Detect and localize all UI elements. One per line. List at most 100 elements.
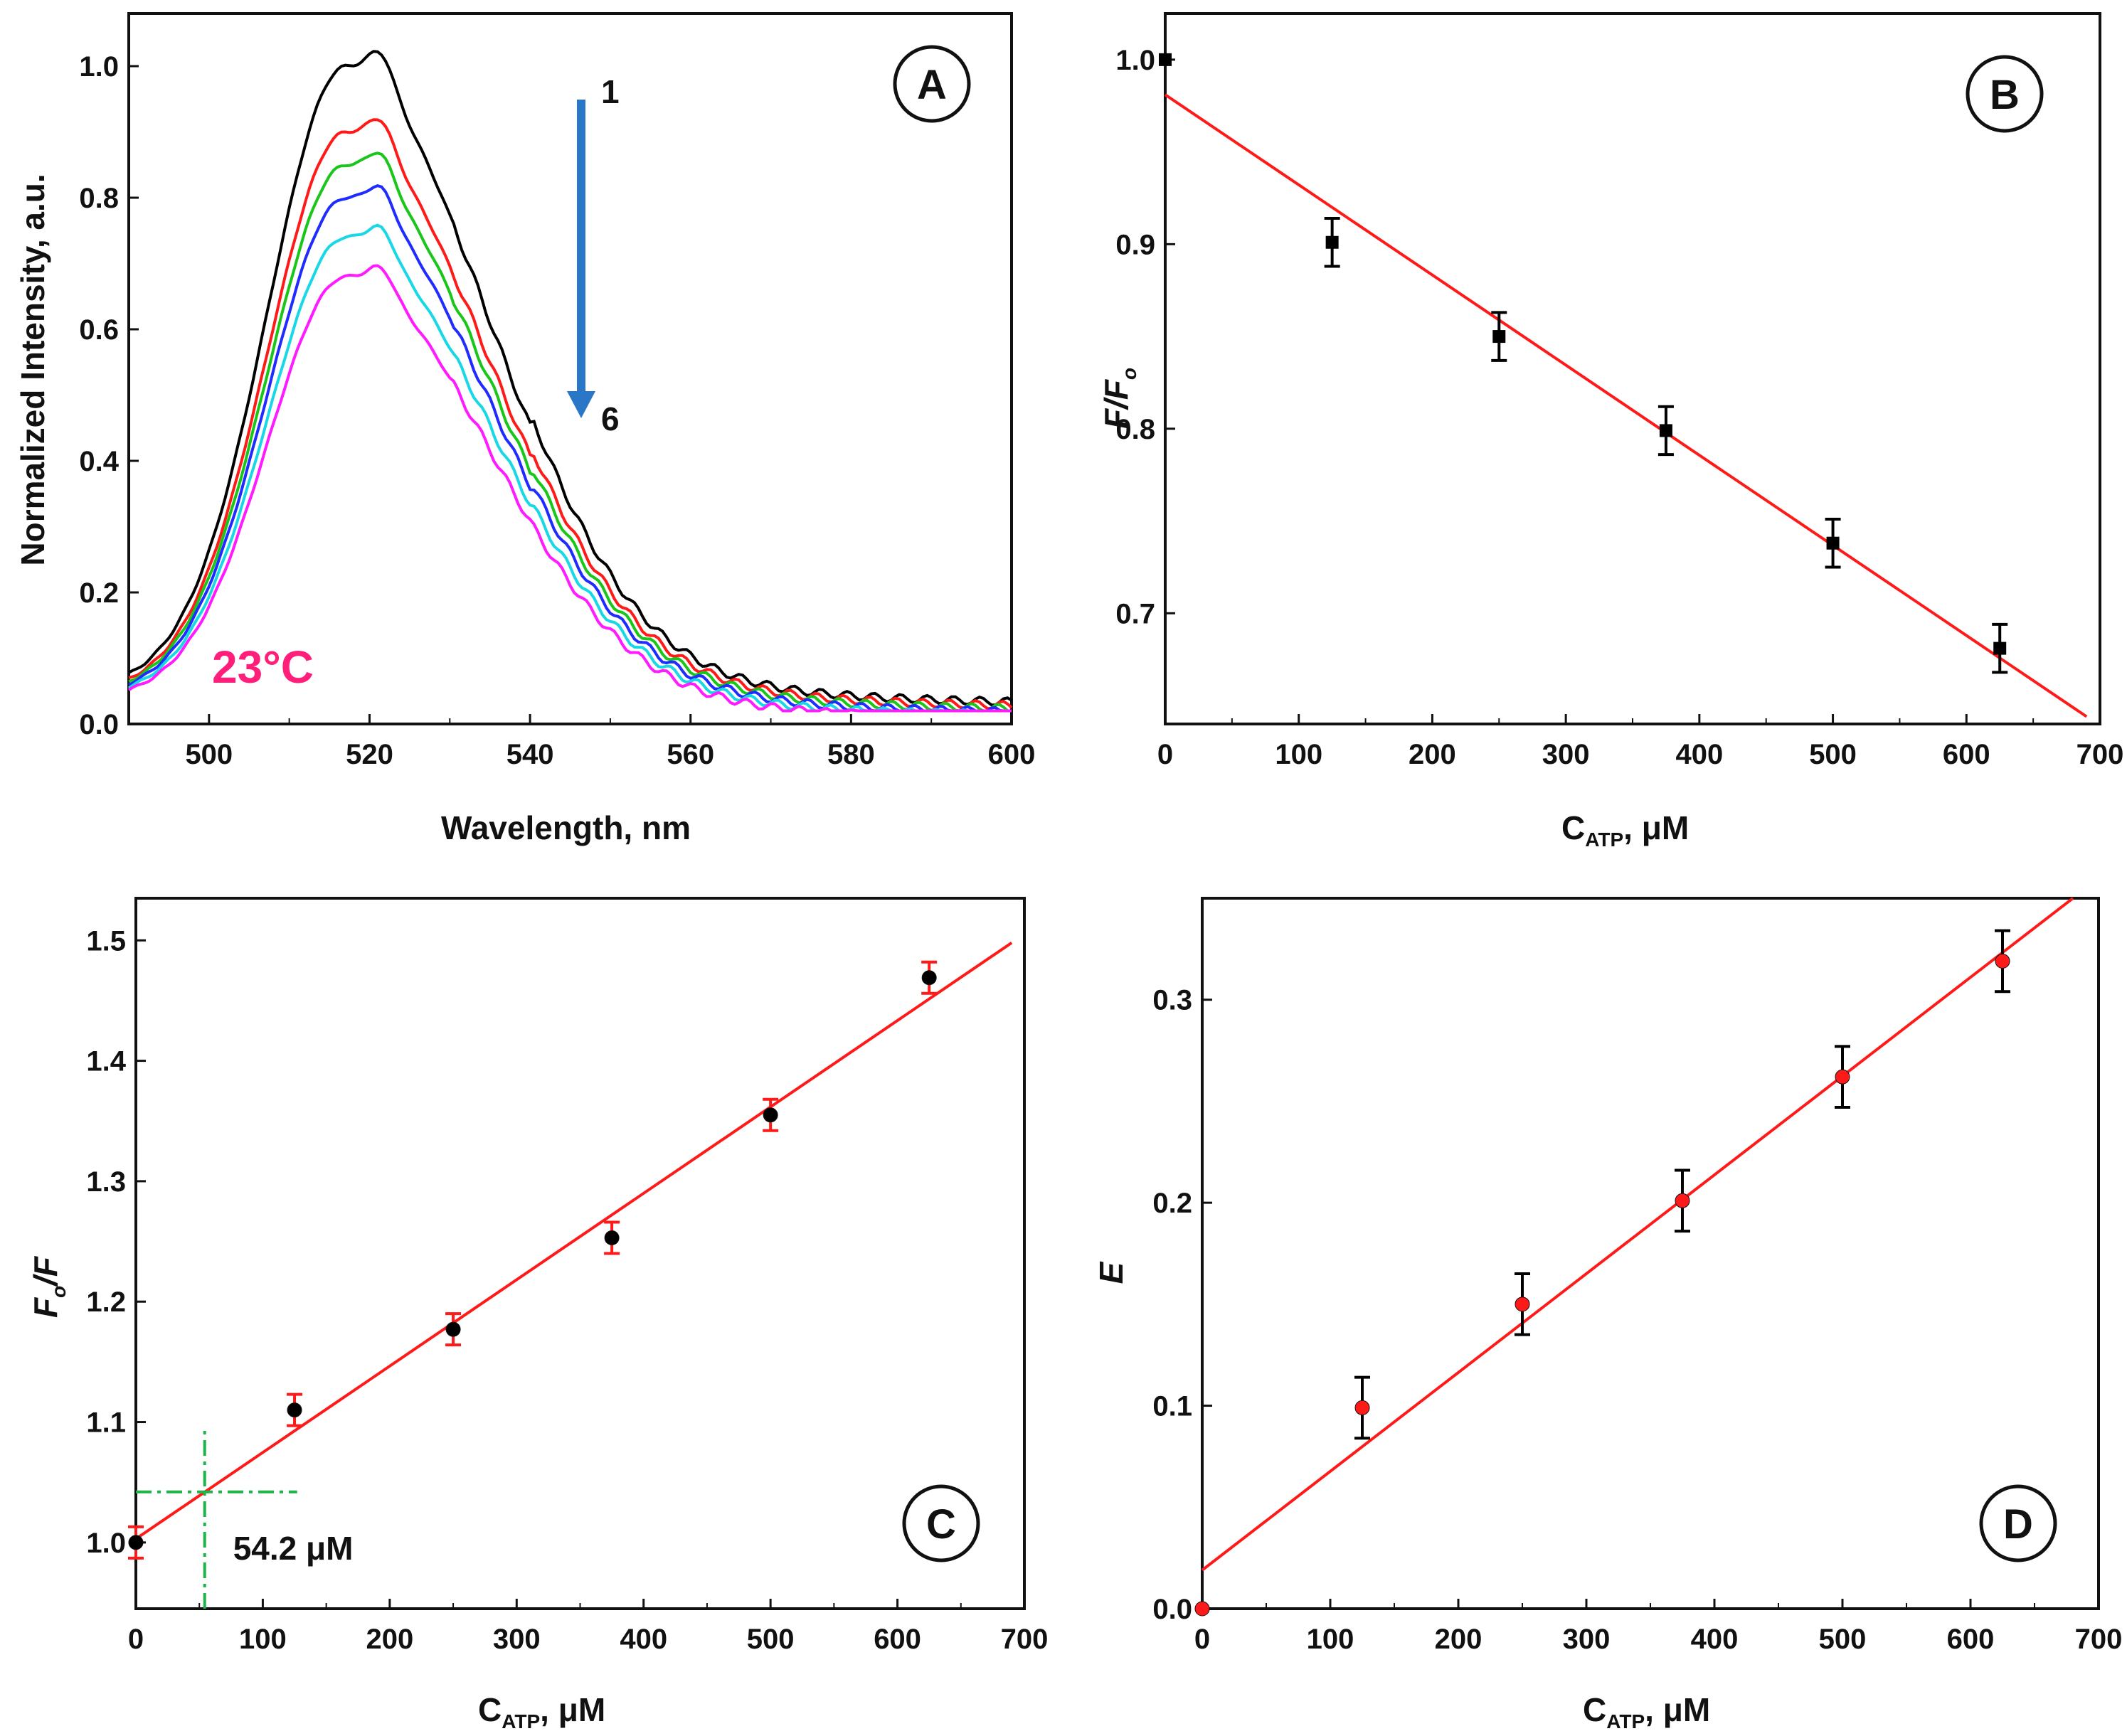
panel-c-x-tick-label: 700 [1001, 1624, 1049, 1655]
panel-a-x-tick-label: 580 [827, 739, 875, 770]
panel-a-y-tick-label: 1.0 [79, 51, 119, 82]
panel-d-x-label: CATP, μM [1583, 1691, 1710, 1732]
panel-d-y-axis: 0.0 0.1 0.2 0.3 [1152, 985, 1212, 1625]
panel-b-y-tick-label: 0.7 [1115, 598, 1155, 629]
panel-b-y-label: F/Fo [1098, 368, 1140, 429]
panel-d-y-tick-label: 0.2 [1152, 1188, 1192, 1219]
panel-c-point [604, 1230, 620, 1245]
panel-b-frame [1164, 12, 2101, 725]
panel-c-points [128, 960, 938, 1560]
panel-c-point [128, 1535, 144, 1550]
panel-a-y-tick-label: 0.2 [79, 577, 119, 609]
panel-b-x-tick-label: 600 [1943, 739, 1990, 770]
panel-c-annotation-lines [136, 1427, 297, 1609]
panel-a-badge [893, 45, 971, 123]
panel-d-point [1354, 1400, 1370, 1415]
panel-c-x-tick-label: 300 [493, 1624, 541, 1655]
panel-a-x-tick-label: 600 [988, 739, 1036, 770]
panel-a-x-tick-label: 540 [506, 739, 554, 770]
panel-b-points [1159, 53, 2008, 674]
panel-a-x-tick-label: 520 [346, 739, 393, 770]
panel-b-x-tick-label: 100 [1275, 739, 1322, 770]
panel-b-x-tick-label: 0 [1157, 739, 1173, 770]
panel-c-point [287, 1402, 302, 1418]
panel-d-x-tick-label: 300 [1563, 1624, 1611, 1655]
panel-b-point [1325, 235, 1339, 249]
panel-d-fit-line [1201, 897, 2074, 1572]
panel-a-y-tick-label: 0.4 [79, 446, 119, 477]
panel-c-x-tick-label: 100 [239, 1624, 287, 1655]
panel-b-point [1492, 330, 1506, 344]
panel-d-fit [1201, 897, 2074, 1572]
panel-d-points [1194, 929, 2010, 1617]
panel-b-x-axis: 0 100 200 300 400 500 600 700 [1157, 714, 2124, 770]
panel-a-letter: A [917, 62, 947, 108]
panel-c-y-tick-label: 1.3 [86, 1166, 126, 1198]
panel-c-point [921, 970, 937, 986]
panel-a-arrow-start-label: 1 [601, 73, 620, 110]
panel-c-x-tick-label: 200 [366, 1624, 413, 1655]
spectrum-line-4 [128, 183, 1012, 713]
panel-b-point [1659, 424, 1672, 437]
panel-d-point [1194, 1601, 1210, 1617]
panel-d-y-tick-label: 0.1 [1152, 1391, 1192, 1422]
panel-c-y-tick-label: 1.1 [86, 1407, 126, 1439]
panel-a-x-tick-label: 560 [667, 739, 714, 770]
panel-b-x-tick-label: 500 [1809, 739, 1857, 770]
panel-a-x-label: Wavelength, nm [441, 809, 691, 846]
panel-a-frame [127, 12, 1013, 725]
panel-b-point [1826, 536, 1840, 550]
panel-d-y-label: E [1093, 1261, 1130, 1284]
spectrum-line-6 [127, 264, 1012, 713]
panel-a-x-tick-label: 500 [185, 739, 233, 770]
panel-c-x-axis: 0 100 200 300 400 500 600 700 [128, 1599, 1049, 1655]
panel-a-curves [127, 50, 1013, 713]
panel-b-x-label: CATP, μM [1561, 809, 1689, 851]
panel-c-fit [134, 941, 1013, 1540]
panel-b-y-tick-label: 0.8 [1115, 414, 1155, 445]
panel-c-y-axis: 1.0 1.1 1.2 1.3 1.4 1.5 [86, 925, 146, 1559]
panel-b-y-axis: 0.7 0.8 0.9 1.0 [1115, 45, 1175, 629]
panel-b-badge [1966, 55, 2044, 133]
panel-c-y-tick-label: 1.4 [86, 1046, 126, 1077]
panel-b-x-tick-label: 200 [1409, 739, 1456, 770]
panel-d-point [1835, 1069, 1850, 1085]
panel-d-point [1515, 1296, 1530, 1312]
panel-b-fit [1164, 93, 2088, 718]
panel-c-point [445, 1321, 461, 1337]
panel-d-x-tick-label: 500 [1819, 1624, 1867, 1655]
panel-d-x-tick-label: 600 [1947, 1624, 1995, 1655]
panel-a-arrow-end-label: 6 [601, 400, 620, 437]
panel-d-x-tick-label: 200 [1435, 1624, 1482, 1655]
panel-c-y-label: Fo/F [27, 1255, 70, 1318]
panel-a-y-tick-label: 0.8 [79, 183, 119, 214]
panel-c-badge [902, 1484, 980, 1562]
panel-c-annotation-text: 54.2 μM [233, 1530, 354, 1567]
panel-c-letter: C [926, 1501, 956, 1548]
panel-d-x-tick-label: 700 [2075, 1624, 2123, 1655]
panel-b-x-tick-label: 300 [1542, 739, 1590, 770]
panel-b-x-tick-label: 400 [1675, 739, 1723, 770]
panel-a: 0.0 0.2 0.4 0.6 0.8 1.0 500 520 540 560 580 600 Wa… [14, 12, 1035, 846]
panel-a-y-axis: 0.0 0.2 0.4 0.6 0.8 1.0 [79, 51, 139, 740]
panel-c-x-tick-label: 600 [874, 1624, 921, 1655]
panel-a-y-tick-label: 0.0 [79, 709, 119, 740]
panel-a-arrow-head [567, 391, 595, 418]
panel-c-x-tick-label: 0 [128, 1624, 144, 1655]
panel-d-y-tick-label: 0.3 [1152, 985, 1192, 1016]
panel-a-x-axis: 500 520 540 560 580 600 [185, 714, 1035, 770]
panel-d-x-tick-label: 100 [1307, 1624, 1354, 1655]
panel-b-x-tick-label: 700 [2076, 739, 2124, 770]
panel-b-point [1159, 53, 1172, 66]
panel-c-frame [134, 897, 1026, 1610]
panel-b-letter: B [1990, 72, 2020, 118]
panel-d-x-tick-label: 400 [1691, 1624, 1739, 1655]
panel-d-letter: D [2003, 1501, 2033, 1548]
panel-d-x-axis: 0 100 200 300 400 500 600 700 [1194, 1599, 2123, 1655]
panel-c-x-tick-label: 500 [747, 1624, 795, 1655]
panel-d-badge [1979, 1484, 2057, 1562]
panel-c-fit-line [134, 941, 1013, 1540]
spectrum-line-3 [128, 151, 1012, 713]
panel-d-y-tick-label: 0.0 [1152, 1594, 1192, 1625]
